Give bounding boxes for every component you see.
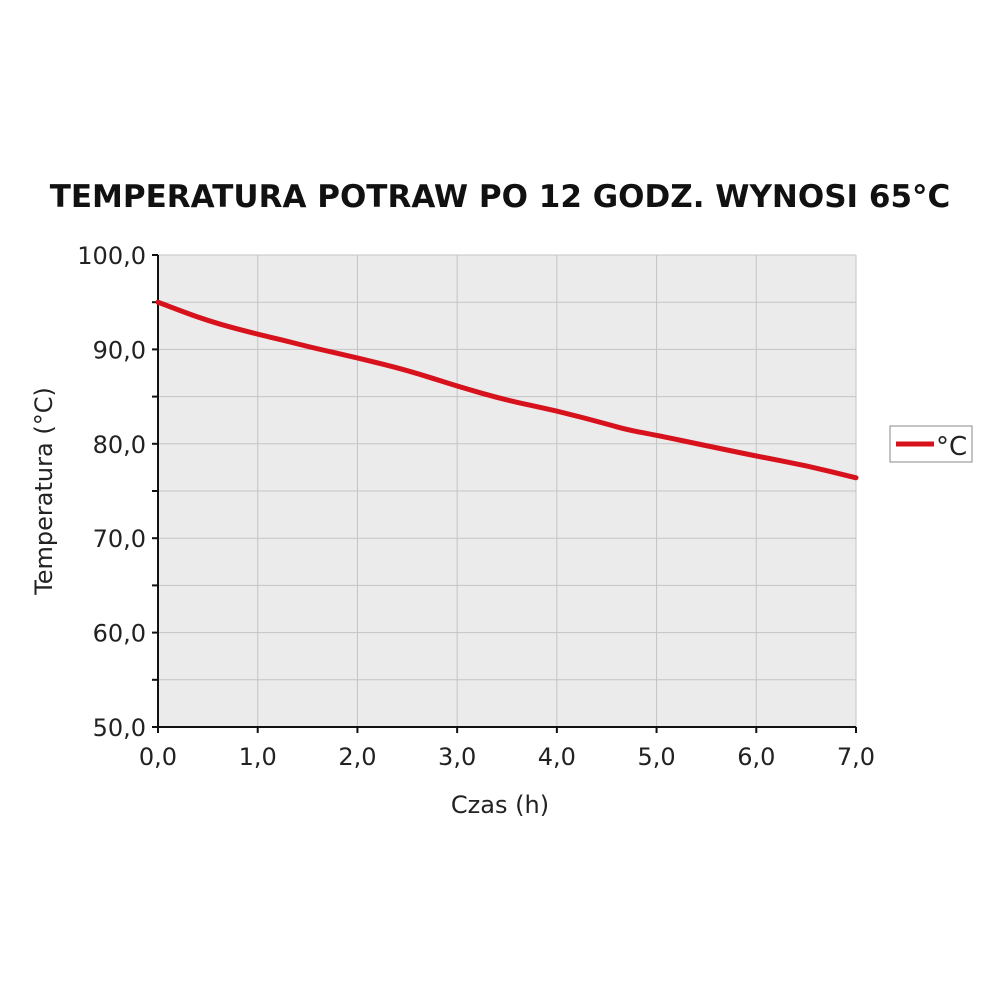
x-tick-label: 3,0 xyxy=(438,743,476,771)
y-tick-label: 100,0 xyxy=(77,242,146,270)
x-tick-label: 0,0 xyxy=(139,743,177,771)
x-axis-label: Czas (h) xyxy=(451,791,549,819)
legend-label: °C xyxy=(936,432,967,462)
y-tick-label: 80,0 xyxy=(93,431,146,459)
y-tick-label: 90,0 xyxy=(93,336,146,364)
series-group xyxy=(155,299,859,481)
y-axis-label: Temperatura (°C) xyxy=(30,387,58,596)
x-tick-label: 1,0 xyxy=(239,743,277,771)
y-tick-label: 60,0 xyxy=(93,620,146,648)
legend: °C xyxy=(889,425,973,463)
y-tick-label: 50,0 xyxy=(93,714,146,742)
x-tick-label: 5,0 xyxy=(637,743,675,771)
x-tick-label: 2,0 xyxy=(338,743,376,771)
tick-labels: 0,0 1,0 2,0 3,0 4,0 5,0 6,0 7,0 50,0 60,0 70,0 80,0… xyxy=(77,242,875,771)
y-tick-label: 70,0 xyxy=(93,525,146,553)
x-tick-label: 7,0 xyxy=(837,743,875,771)
axes xyxy=(152,254,857,733)
x-tick-label: 6,0 xyxy=(737,743,775,771)
grid xyxy=(158,254,857,727)
chart-title: TEMPERATURA POTRAW PO 12 GODZ. WYNOSI 65… xyxy=(50,179,951,215)
x-tick-label: 4,0 xyxy=(538,743,576,771)
series-line xyxy=(155,299,859,481)
